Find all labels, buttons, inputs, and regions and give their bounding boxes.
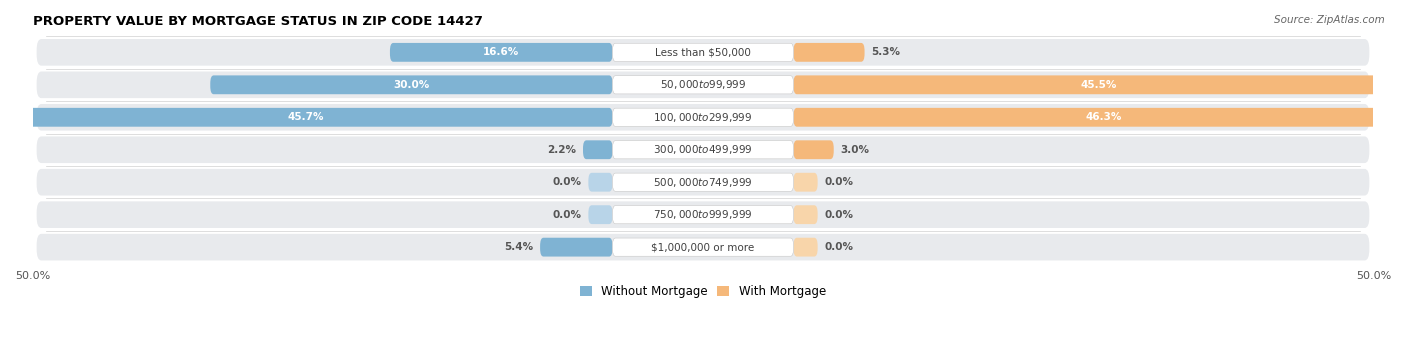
FancyBboxPatch shape (613, 173, 793, 191)
Text: 16.6%: 16.6% (484, 47, 519, 57)
FancyBboxPatch shape (37, 39, 1369, 66)
Text: 0.0%: 0.0% (824, 177, 853, 187)
FancyBboxPatch shape (613, 76, 793, 94)
Text: 5.4%: 5.4% (505, 242, 533, 252)
FancyBboxPatch shape (793, 75, 1403, 94)
Text: 0.0%: 0.0% (824, 242, 853, 252)
FancyBboxPatch shape (583, 140, 613, 159)
FancyBboxPatch shape (37, 104, 1369, 131)
Legend: Without Mortgage, With Mortgage: Without Mortgage, With Mortgage (581, 285, 825, 299)
Text: 5.3%: 5.3% (872, 47, 900, 57)
FancyBboxPatch shape (37, 71, 1369, 98)
Text: 45.7%: 45.7% (288, 112, 325, 122)
FancyBboxPatch shape (540, 238, 613, 257)
Text: 0.0%: 0.0% (553, 177, 582, 187)
FancyBboxPatch shape (37, 136, 1369, 163)
Text: $1,000,000 or more: $1,000,000 or more (651, 242, 755, 252)
Text: $300,000 to $499,999: $300,000 to $499,999 (654, 143, 752, 156)
Text: 46.3%: 46.3% (1085, 112, 1122, 122)
FancyBboxPatch shape (37, 201, 1369, 228)
Text: $100,000 to $299,999: $100,000 to $299,999 (654, 111, 752, 124)
Text: 0.0%: 0.0% (824, 210, 853, 220)
FancyBboxPatch shape (37, 234, 1369, 260)
Text: 30.0%: 30.0% (394, 80, 429, 90)
FancyBboxPatch shape (793, 173, 818, 192)
FancyBboxPatch shape (588, 205, 613, 224)
FancyBboxPatch shape (613, 43, 793, 62)
FancyBboxPatch shape (793, 238, 818, 257)
Text: $50,000 to $99,999: $50,000 to $99,999 (659, 78, 747, 91)
FancyBboxPatch shape (389, 43, 613, 62)
FancyBboxPatch shape (613, 238, 793, 256)
FancyBboxPatch shape (793, 205, 818, 224)
FancyBboxPatch shape (613, 206, 793, 224)
FancyBboxPatch shape (588, 173, 613, 192)
Text: 45.5%: 45.5% (1080, 80, 1116, 90)
FancyBboxPatch shape (0, 108, 613, 127)
FancyBboxPatch shape (37, 169, 1369, 195)
FancyBboxPatch shape (793, 108, 1406, 127)
Text: Less than $50,000: Less than $50,000 (655, 47, 751, 57)
FancyBboxPatch shape (211, 75, 613, 94)
Text: PROPERTY VALUE BY MORTGAGE STATUS IN ZIP CODE 14427: PROPERTY VALUE BY MORTGAGE STATUS IN ZIP… (32, 15, 482, 28)
FancyBboxPatch shape (613, 108, 793, 126)
Text: $750,000 to $999,999: $750,000 to $999,999 (654, 208, 752, 221)
Text: Source: ZipAtlas.com: Source: ZipAtlas.com (1274, 15, 1385, 25)
Text: 2.2%: 2.2% (547, 145, 576, 155)
Text: 3.0%: 3.0% (841, 145, 869, 155)
Text: $500,000 to $749,999: $500,000 to $749,999 (654, 176, 752, 189)
FancyBboxPatch shape (793, 43, 865, 62)
Text: 0.0%: 0.0% (553, 210, 582, 220)
FancyBboxPatch shape (613, 141, 793, 159)
FancyBboxPatch shape (793, 140, 834, 159)
